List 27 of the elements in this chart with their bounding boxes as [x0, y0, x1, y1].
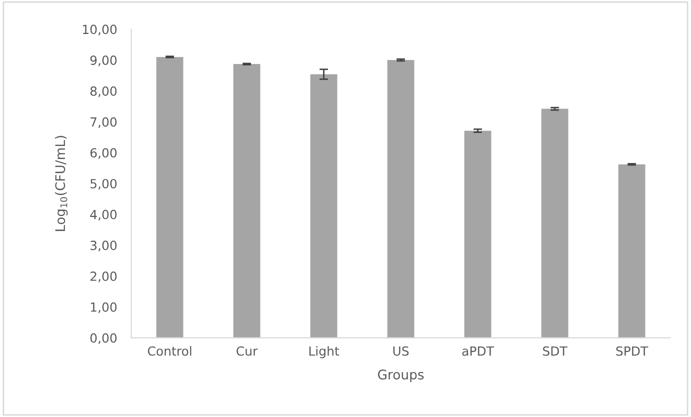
- bar: [310, 74, 338, 338]
- y-tick-label: 9,00: [90, 56, 117, 66]
- x-tick-label: Cur: [236, 346, 258, 356]
- y-tick-label: 7,00: [90, 117, 117, 128]
- x-tick-label: Control: [148, 346, 192, 356]
- x-tick-label: aPDT: [462, 346, 494, 356]
- y-tick-label: 8,00: [90, 86, 117, 98]
- x-tick-label: Light: [309, 346, 340, 358]
- y-tick-label: 10,00: [82, 24, 117, 36]
- bar: [618, 164, 646, 338]
- y-tick-label: 0,00: [90, 333, 117, 344]
- y-tick-label: 3,00: [90, 240, 117, 252]
- bar: [387, 60, 414, 338]
- y-tick-label: 2,00: [90, 272, 117, 282]
- x-tick-label: US: [393, 346, 409, 356]
- y-tick-label: 5,00: [90, 178, 117, 190]
- x-axis-title: Groups: [378, 370, 424, 382]
- bar: [233, 64, 260, 338]
- y-axis-title: Log$_{10}$(CFU/mL): [54, 136, 68, 231]
- x-tick-label: SDT: [543, 346, 568, 356]
- x-tick-label: SPDT: [616, 346, 648, 356]
- y-tick-label: 4,00: [90, 210, 117, 221]
- bar: [156, 56, 184, 338]
- bar: [464, 130, 492, 338]
- y-tick-label: 1,00: [90, 302, 117, 314]
- bar: [541, 108, 568, 338]
- y-tick-label: 6,00: [90, 148, 117, 159]
